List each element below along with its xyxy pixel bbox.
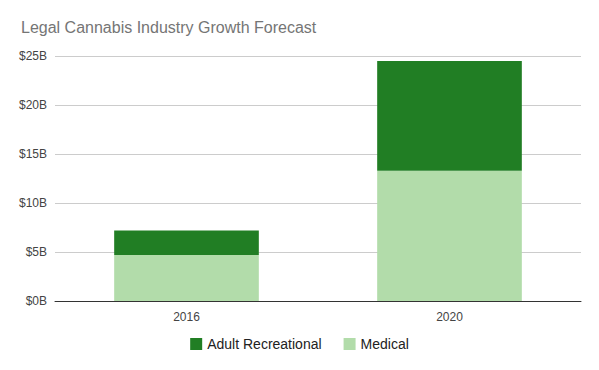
svg-text:2016: 2016 [173,310,200,324]
svg-text:$5B: $5B [26,245,47,259]
svg-text:2020: 2020 [436,310,463,324]
svg-text:$25B: $25B [19,49,47,63]
svg-text:Legal Cannabis Industry Growth: Legal Cannabis Industry Growth Forecast [21,19,317,36]
svg-text:$10B: $10B [19,196,47,210]
svg-text:Adult Recreational: Adult Recreational [207,336,321,352]
svg-text:$0B: $0B [26,294,47,308]
svg-text:Medical: Medical [361,336,409,352]
svg-text:$15B: $15B [19,147,47,161]
svg-text:$20B: $20B [19,98,47,112]
